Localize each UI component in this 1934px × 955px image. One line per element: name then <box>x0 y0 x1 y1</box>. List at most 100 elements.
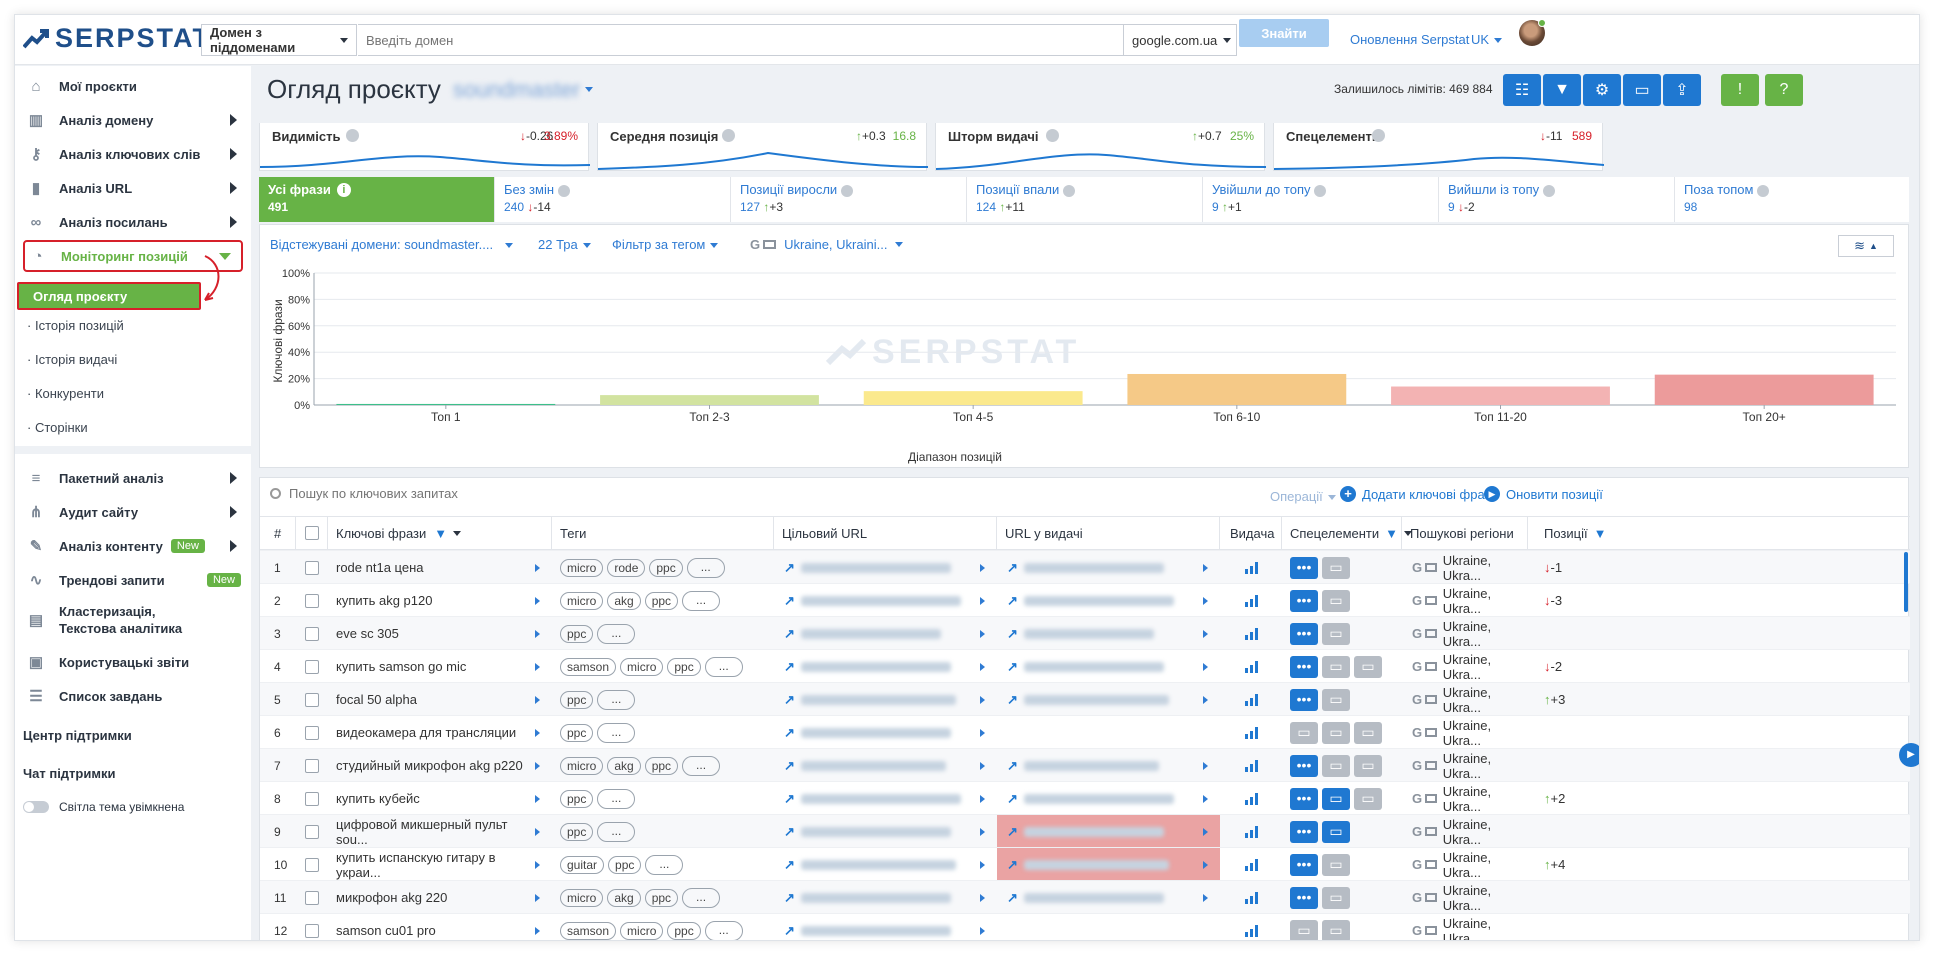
row-checkbox-cell[interactable] <box>296 815 328 848</box>
tab-all-phrases[interactable]: Усі фрази i 491 <box>259 177 495 222</box>
special-element-snippet-icon[interactable]: ▭ <box>1322 787 1350 810</box>
subnav-serp-history[interactable]: · Історія видачі <box>27 352 118 367</box>
external-link-icon[interactable]: ↗ <box>784 757 795 773</box>
nav-my-projects[interactable]: ⌂ Мої проєкти <box>23 70 243 102</box>
row-checkbox-cell[interactable] <box>296 650 328 683</box>
nav-backlink-analysis[interactable]: ∞ Аналіз посилань <box>23 206 243 238</box>
nav-content-analysis[interactable]: ✎ Аналіз контенту New <box>23 530 243 562</box>
expand-arrow-icon[interactable] <box>980 893 985 902</box>
serp-url-cell[interactable]: ↗ <box>997 551 1220 584</box>
row-checkbox-cell[interactable] <box>296 683 328 716</box>
nav-custom-reports[interactable]: ▣ Користувацькі звіти <box>23 646 243 678</box>
tab-positions-up[interactable]: Позиції виросли 127 ↑+3 <box>731 177 967 222</box>
serp-cell[interactable] <box>1220 914 1282 940</box>
target-url-cell[interactable]: ↗ <box>774 617 997 650</box>
serp-bars-icon[interactable] <box>1244 594 1258 607</box>
serp-url-blurred[interactable] <box>1023 859 1169 870</box>
special-element-ads-icon[interactable]: ••• <box>1290 853 1318 876</box>
support-center-link[interactable]: Центр підтримки <box>23 728 132 743</box>
row-checkbox[interactable] <box>305 791 319 806</box>
special-element-inactive-icon[interactable]: ▭ <box>1354 721 1382 744</box>
project-select[interactable]: soundmaster <box>453 77 594 103</box>
row-checkbox[interactable] <box>305 857 319 872</box>
expand-arrow-icon[interactable] <box>535 695 540 704</box>
alert-icon[interactable]: ! <box>1721 74 1759 106</box>
tag-more-button[interactable]: ... <box>682 590 721 611</box>
keyword-text[interactable]: студийный микрофон akg p220 <box>336 758 523 773</box>
keyword-cell[interactable]: купить кубейс <box>328 782 552 815</box>
external-link-icon[interactable]: ↗ <box>1007 757 1018 773</box>
serp-bars-icon[interactable] <box>1244 660 1258 673</box>
target-url-blurred[interactable] <box>800 760 946 771</box>
expand-arrow-icon[interactable] <box>1203 860 1208 869</box>
target-url-blurred[interactable] <box>800 859 956 870</box>
expand-arrow-icon[interactable] <box>1203 827 1208 836</box>
tags-cell[interactable]: micro akg ppc... <box>552 881 774 914</box>
expand-arrow-icon[interactable] <box>980 629 985 638</box>
special-element-inactive-icon[interactable]: ▭ <box>1322 919 1350 940</box>
tags-cell[interactable]: ppc... <box>552 683 774 716</box>
special-elements-cell[interactable]: ••• ▭ <box>1282 881 1402 914</box>
tab-positions-down[interactable]: Позиції впали 124 ↑+11 <box>967 177 1203 222</box>
tag-chip[interactable]: ppc <box>560 690 594 709</box>
serp-url-blurred[interactable] <box>1023 892 1164 903</box>
search-engine-select[interactable]: google.com.ua <box>1123 24 1237 56</box>
tags-cell[interactable]: micro akg ppc... <box>552 584 774 617</box>
row-checkbox[interactable] <box>305 923 319 938</box>
serp-bars-icon[interactable] <box>1244 825 1258 838</box>
row-checkbox[interactable] <box>305 824 319 839</box>
metric-card-special-elements[interactable]: Спецелементи ↓-11 589 <box>1273 123 1604 171</box>
user-avatar[interactable] <box>1519 19 1546 46</box>
row-checkbox[interactable] <box>305 890 319 905</box>
special-element-inactive-icon[interactable]: ▭ <box>1322 688 1350 711</box>
external-link-icon[interactable]: ↗ <box>1007 889 1018 905</box>
special-element-inactive-icon[interactable]: ▭ <box>1322 853 1350 876</box>
expand-arrow-icon[interactable] <box>1203 761 1208 770</box>
row-checkbox[interactable] <box>305 560 319 575</box>
target-url-cell[interactable]: ↗ <box>774 815 997 848</box>
target-url-cell[interactable]: ↗ <box>774 716 997 749</box>
expand-arrow-icon[interactable] <box>535 794 540 803</box>
theme-toggle[interactable]: Світла тема увімкнена <box>23 800 184 814</box>
keyword-text[interactable]: samson cu01 pro <box>336 923 436 938</box>
special-element-ads-icon[interactable]: ••• <box>1290 886 1318 909</box>
row-checkbox-cell[interactable] <box>296 617 328 650</box>
external-link-icon[interactable]: ↗ <box>784 559 795 575</box>
external-link-icon[interactable]: ↗ <box>784 625 795 641</box>
target-url-blurred[interactable] <box>800 826 951 837</box>
tag-chip[interactable]: akg <box>607 756 641 775</box>
serp-url-blurred[interactable] <box>1023 595 1174 606</box>
expand-arrow-icon[interactable] <box>980 695 985 704</box>
row-checkbox-cell[interactable] <box>296 551 328 584</box>
serp-url-blurred[interactable] <box>1023 793 1174 804</box>
tag-more-button[interactable]: ... <box>597 788 636 809</box>
special-element-ads-icon[interactable]: ••• <box>1290 655 1318 678</box>
keyword-cell[interactable]: видеокамера для трансляции <box>328 716 552 749</box>
row-checkbox[interactable] <box>305 626 319 641</box>
tags-cell[interactable]: ppc... <box>552 617 774 650</box>
serp-bars-icon[interactable] <box>1244 792 1258 805</box>
expand-arrow-icon[interactable] <box>535 629 540 638</box>
row-checkbox-cell[interactable] <box>296 749 328 782</box>
metric-card-visibility[interactable]: Видимість ↓-0.26 3.89% <box>259 123 590 171</box>
domains-filter[interactable]: Відстежувані домени: soundmaster.... <box>270 237 514 252</box>
keyword-text[interactable]: eve sc 305 <box>336 626 399 641</box>
keyword-search-input[interactable] <box>289 486 689 501</box>
columns-icon[interactable]: ☷ <box>1503 74 1541 106</box>
nav-trending-queries[interactable]: ∿ Трендові запити New <box>23 564 243 596</box>
subnav-competitors[interactable]: · Конкуренти <box>27 386 104 401</box>
special-element-inactive-icon[interactable]: ▭ <box>1322 556 1350 579</box>
tab-entered-top[interactable]: Увійшли до топу 9 ↑+1 <box>1203 177 1439 222</box>
chart-type-toggle[interactable]: ≋ ▲ <box>1838 235 1894 257</box>
target-url-blurred[interactable] <box>800 562 951 573</box>
keyword-cell[interactable]: микрофон akg 220 <box>328 881 552 914</box>
tag-more-button[interactable]: ... <box>704 920 743 940</box>
expand-arrow-icon[interactable] <box>980 860 985 869</box>
tag-chip[interactable]: micro <box>560 756 604 775</box>
tags-cell[interactable]: ppc... <box>552 815 774 848</box>
expand-arrow-icon[interactable] <box>535 860 540 869</box>
special-element-inactive-icon[interactable]: ▭ <box>1322 655 1350 678</box>
row-checkbox-cell[interactable] <box>296 584 328 617</box>
expand-arrow-icon[interactable] <box>980 728 985 737</box>
row-checkbox[interactable] <box>305 593 319 608</box>
